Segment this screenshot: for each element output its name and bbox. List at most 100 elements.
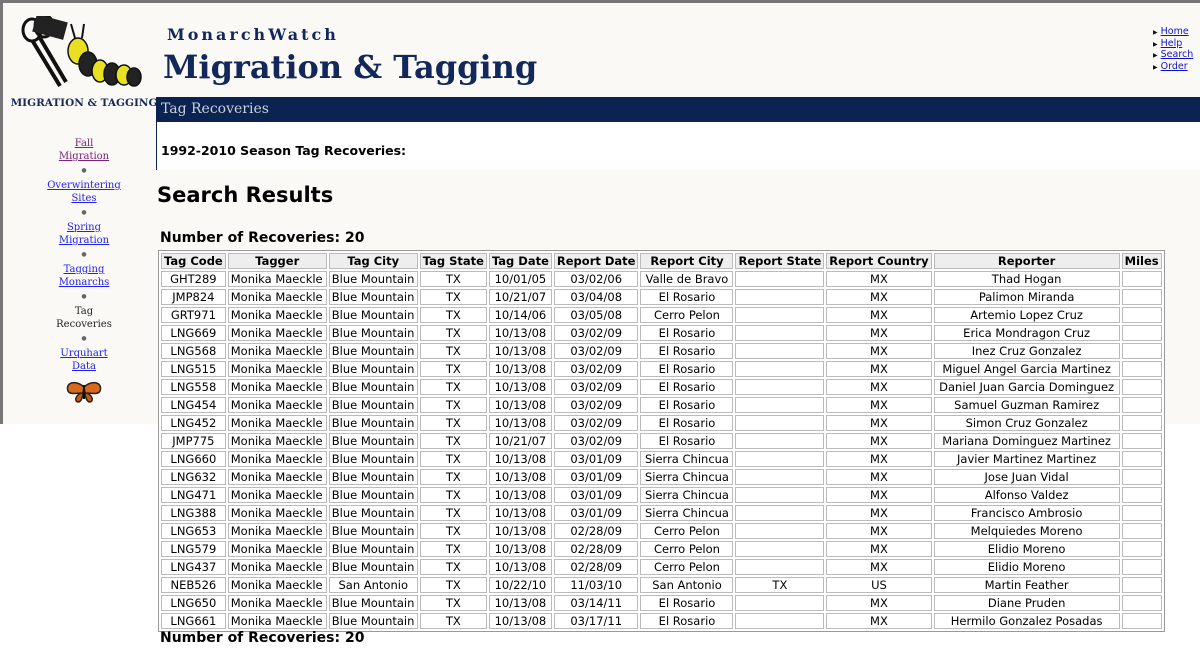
table-cell: MX [826,451,932,467]
table-cell: 10/13/08 [488,559,552,575]
table-cell: Monika Maeckle [227,559,327,575]
table-cell [1121,523,1162,539]
table-row: LNG669 Monika Maeckle Blue Mountain TX 10/13… [161,325,1162,341]
table-cell: MX [826,379,932,395]
home-link[interactable]: Home [1153,26,1193,39]
table-row: LNG437 Monika Maeckle Blue Mountain TX 10/13… [161,559,1162,575]
table-cell: 03/02/09 [553,415,639,431]
sidebar-item-spring-migration[interactable]: Spring Migration [58,222,110,246]
table-cell: LNG471 [161,487,226,503]
help-link[interactable]: Help [1153,38,1193,51]
table-cell: Blue Mountain [328,271,418,287]
column-header: Miles [1121,253,1162,269]
table-cell: MX [826,505,932,521]
table-cell: Thad Hogan [933,271,1120,287]
table-row: LNG661 Monika Maeckle Blue Mountain TX 10/13… [161,613,1162,629]
table-cell [735,271,825,287]
table-cell: JMP824 [161,289,226,305]
table-cell: 10/13/08 [488,595,552,611]
table-cell: Monika Maeckle [227,415,327,431]
column-header: Report Date [553,253,639,269]
table-cell: 11/03/10 [553,577,639,593]
table-cell: JMP775 [161,433,226,449]
table-cell: 03/14/11 [553,595,639,611]
table-cell: 03/02/09 [553,325,639,341]
table-cell: 10/13/08 [488,343,552,359]
separator-dot: ● [81,251,87,258]
table-cell: Monika Maeckle [227,523,327,539]
table-cell: Monika Maeckle [227,397,327,413]
table-cell: TX [419,541,487,557]
order-link[interactable]: Order [1153,61,1193,74]
content-panel [156,122,1200,170]
table-cell: Blue Mountain [328,505,418,521]
table-cell: LNG579 [161,541,226,557]
table-cell: LNG568 [161,343,226,359]
table-cell: Monika Maeckle [227,469,327,485]
table-cell: Blue Mountain [328,307,418,323]
table-cell: 10/13/08 [488,541,552,557]
table-cell: 10/22/10 [488,577,552,593]
table-cell: MX [826,487,932,503]
table-cell [1121,271,1162,287]
table-cell: 03/02/09 [553,397,639,413]
table-cell: MX [826,469,932,485]
table-cell: Sierra Chincua [640,505,734,521]
table-cell: TX [419,505,487,521]
table-cell [735,379,825,395]
sidebar-item-urquhart-data[interactable]: Urquhart Data [60,348,108,372]
table-cell: TX [419,307,487,323]
table-row: JMP775 Monika Maeckle Blue Mountain TX 10/21… [161,433,1162,449]
site-title: Migration & Tagging [163,48,538,86]
sidebar-item-fall-migration[interactable]: Fall Migration [58,138,110,162]
table-cell [1121,289,1162,305]
table-cell: 10/21/07 [488,433,552,449]
table-cell: 03/02/09 [553,433,639,449]
table-cell: Sierra Chincua [640,469,734,485]
table-row: LNG650 Monika Maeckle Blue Mountain TX 10/13… [161,595,1162,611]
season-heading: 1992-2010 Season Tag Recoveries: [161,143,407,158]
table-cell: MX [826,361,932,377]
table-cell: Inez Cruz Gonzalez [933,343,1120,359]
sidebar-item-overwintering-sites[interactable]: Overwintering Sites [47,180,121,204]
table-cell: Blue Mountain [328,487,418,503]
table-cell: LNG452 [161,415,226,431]
table-cell: GRT971 [161,307,226,323]
table-cell: Blue Mountain [328,469,418,485]
table-cell: 10/13/08 [488,523,552,539]
table-cell: Cerro Pelon [640,559,734,575]
table-cell [1121,343,1162,359]
table-cell [1121,433,1162,449]
table-row: LNG632 Monika Maeckle Blue Mountain TX 10/13… [161,469,1162,485]
table-row: LNG558 Monika Maeckle Blue Mountain TX 10/13… [161,379,1162,395]
table-cell [735,505,825,521]
table-cell: TX [735,577,825,593]
table-cell: 10/13/08 [488,505,552,521]
table-cell: MX [826,325,932,341]
table-cell [735,523,825,539]
table-cell: 03/01/09 [553,469,639,485]
table-cell: Melquiedes Moreno [933,523,1120,539]
table-cell: Blue Mountain [328,595,418,611]
table-cell: 10/13/08 [488,469,552,485]
table-cell: Erica Mondragon Cruz [933,325,1120,341]
table-cell: Diane Pruden [933,595,1120,611]
table-cell: El Rosario [640,595,734,611]
table-cell: Monika Maeckle [227,613,327,629]
table-cell: 03/02/09 [553,379,639,395]
table-cell: Alfonso Valdez [933,487,1120,503]
search-link[interactable]: Search [1153,49,1194,62]
table-cell [735,487,825,503]
table-cell [1121,595,1162,611]
sidebar-item-tagging-monarchs[interactable]: Tagging Monarchs [58,264,110,288]
column-header: Report City [640,253,734,269]
table-cell [1121,541,1162,557]
table-cell: TX [419,415,487,431]
table-cell: MX [826,415,932,431]
table-cell: Palimon Miranda [933,289,1120,305]
table-cell [1121,487,1162,503]
separator-dot: ● [81,335,87,342]
table-cell: MX [826,343,932,359]
table-cell: El Rosario [640,379,734,395]
table-cell: TX [419,271,487,287]
